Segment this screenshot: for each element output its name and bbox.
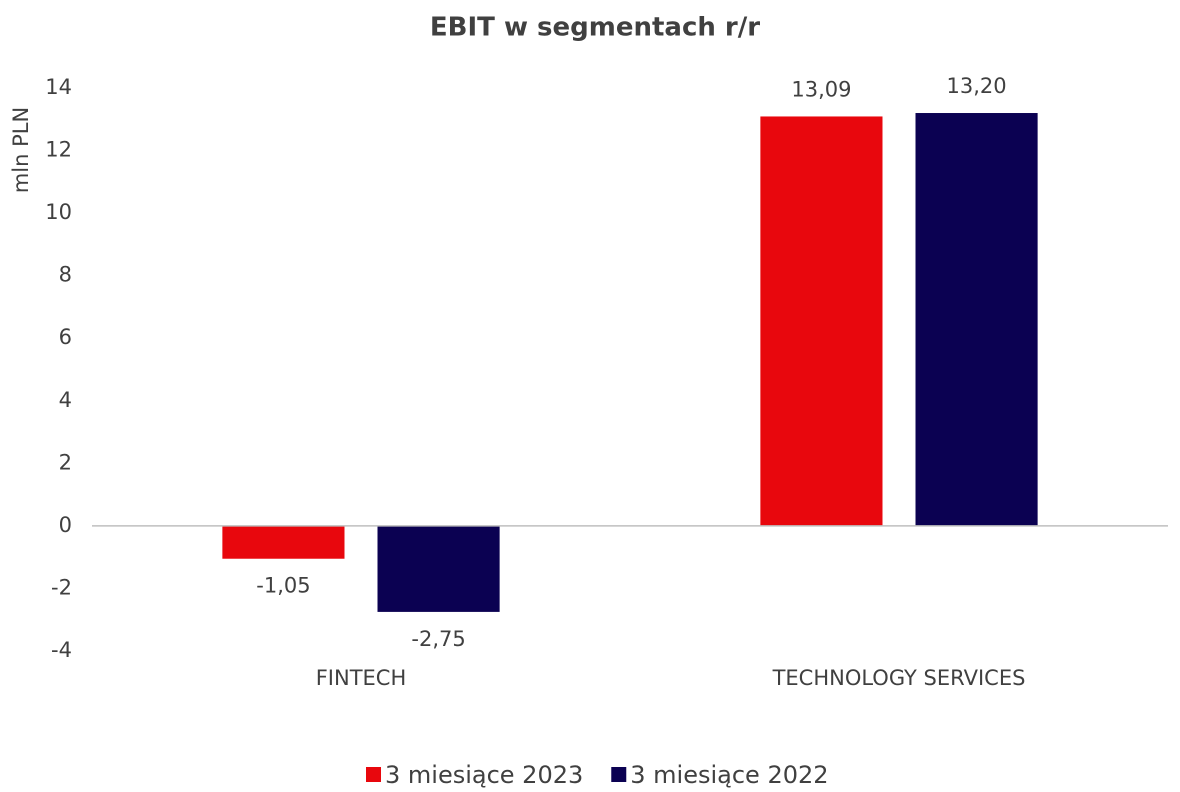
y-axis-label: mln PLN <box>9 107 33 193</box>
value-label: 13,20 <box>947 74 1007 98</box>
y-tick-label: 2 <box>59 450 72 474</box>
bar <box>915 113 1038 526</box>
y-tick-label: -2 <box>51 575 72 599</box>
bar <box>760 116 883 526</box>
legend-label: 3 miesiące 2022 <box>630 761 828 789</box>
legend-swatch <box>366 767 381 782</box>
value-label: 13,09 <box>791 77 851 101</box>
bar <box>222 525 345 559</box>
y-tick-label: -4 <box>51 638 72 662</box>
x-tick-label: FINTECH <box>316 666 407 690</box>
y-tick-label: 0 <box>59 513 72 537</box>
y-tick-label: 14 <box>45 75 72 99</box>
y-tick-label: 10 <box>45 200 72 224</box>
chart-title: EBIT w segmentach r/r <box>430 13 760 43</box>
legend-swatch <box>611 767 627 782</box>
value-label: -2,75 <box>411 627 465 651</box>
y-tick-label: 6 <box>59 325 72 349</box>
bar <box>377 525 500 612</box>
y-tick-label: 4 <box>59 388 72 412</box>
y-tick-label: 8 <box>59 263 72 287</box>
value-label: -1,05 <box>256 574 310 598</box>
legend-label: 3 miesiące 2023 <box>385 761 583 789</box>
y-tick-label: 12 <box>45 138 72 162</box>
x-tick-label: TECHNOLOGY SERVICES <box>772 666 1026 690</box>
